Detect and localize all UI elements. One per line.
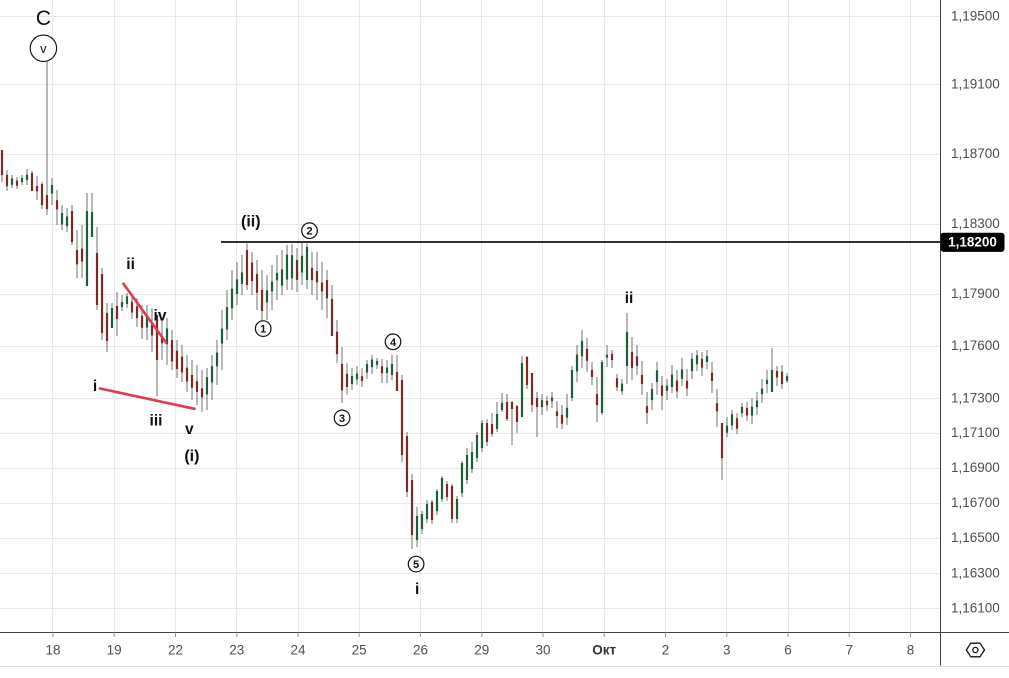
svg-text:1,17300: 1,17300 [951,391,1000,406]
svg-text:Окт: Окт [592,642,616,657]
svg-text:23: 23 [229,642,244,657]
svg-text:i: i [415,581,419,598]
svg-text:2: 2 [662,642,670,657]
svg-text:1,19100: 1,19100 [951,77,1000,92]
svg-text:ii: ii [126,256,135,273]
svg-text:4: 4 [390,337,397,349]
svg-text:v: v [185,421,194,438]
svg-text:1,17900: 1,17900 [951,286,1000,301]
svg-text:3: 3 [339,413,345,425]
svg-text:1,16700: 1,16700 [951,495,1000,510]
svg-text:8: 8 [907,642,915,657]
svg-text:7: 7 [845,642,853,657]
svg-text:iii: iii [150,413,163,430]
svg-text:30: 30 [535,642,550,657]
svg-text:5: 5 [413,559,419,571]
svg-text:1,19500: 1,19500 [951,9,1000,24]
svg-text:1,18200: 1,18200 [948,235,997,250]
svg-text:1,17600: 1,17600 [951,338,1000,353]
svg-text:v: v [40,41,47,56]
svg-text:2: 2 [306,226,312,238]
svg-text:29: 29 [474,642,489,657]
svg-text:(i): (i) [184,448,199,465]
svg-text:iv: iv [154,308,167,325]
svg-text:1,18700: 1,18700 [951,146,1000,161]
svg-text:ii: ii [625,290,634,307]
svg-text:22: 22 [168,642,183,657]
svg-text:C: C [36,7,51,30]
svg-text:18: 18 [45,642,60,657]
svg-text:1,18300: 1,18300 [951,216,1000,231]
svg-text:25: 25 [352,642,367,657]
svg-text:26: 26 [413,642,428,657]
svg-text:3: 3 [723,642,731,657]
svg-text:1,16300: 1,16300 [951,566,1000,581]
svg-text:1,16100: 1,16100 [951,600,1000,615]
svg-text:6: 6 [784,642,792,657]
svg-text:19: 19 [107,642,122,657]
svg-text:1,16900: 1,16900 [951,460,1000,475]
svg-text:(ii): (ii) [241,214,261,231]
svg-text:1,17100: 1,17100 [951,425,1000,440]
svg-text:1: 1 [260,324,266,336]
svg-text:i: i [93,378,97,395]
svg-text:24: 24 [290,642,306,657]
svg-text:1,16500: 1,16500 [951,530,1000,545]
